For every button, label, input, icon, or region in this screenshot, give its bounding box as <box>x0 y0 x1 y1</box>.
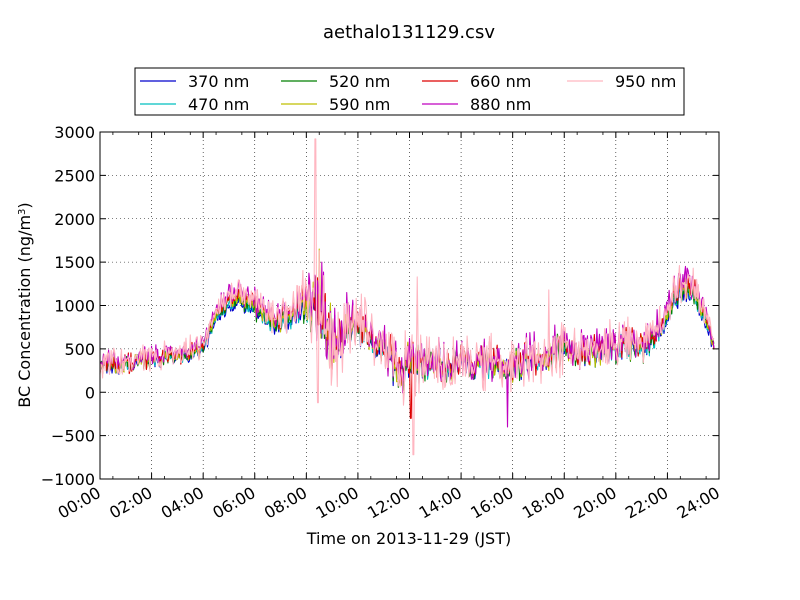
y-tick-label: 2500 <box>54 166 95 185</box>
y-tick-label: 500 <box>64 340 95 359</box>
legend: 370 nm 470 nm 520 nm 590 nm 660 nm 880 nm 950 … <box>134 67 685 116</box>
legend-label: 470 nm <box>188 95 249 114</box>
y-axis-label: BC Concentration (ng/m3) <box>15 202 34 407</box>
series-line-950-nm <box>99 138 715 456</box>
legend-label: 520 nm <box>329 72 390 91</box>
plot-area <box>99 131 720 480</box>
series-line-880-nm <box>99 261 715 428</box>
plot-background <box>100 132 719 479</box>
y-tick-label: 2000 <box>54 210 95 229</box>
y-tick-label: 0 <box>85 383 95 402</box>
legend-label: 590 nm <box>329 95 390 114</box>
y-axis-label-suffix: ) <box>15 202 34 208</box>
legend-items: 370 nm 470 nm 520 nm 590 nm 660 nm 880 nm 950 … <box>140 72 676 114</box>
legend-label: 880 nm <box>470 95 531 114</box>
y-tick-labels: −1000 −500 0 500 1000 1500 2000 2500 3000 <box>41 123 95 489</box>
y-axis-label-superscript: 3 <box>17 209 28 215</box>
legend-label: 370 nm <box>188 72 249 91</box>
y-tick-label: 1000 <box>54 297 95 316</box>
y-tick-label: 1500 <box>54 253 95 272</box>
legend-label: 950 nm <box>615 72 676 91</box>
y-axis-label-main: BC Concentration (ng/m <box>15 215 34 408</box>
y-tick-label: −500 <box>51 427 95 446</box>
legend-label: 660 nm <box>470 72 531 91</box>
x-axis-label: Time on 2013-11-29 (JST) <box>306 529 511 548</box>
legend-frame <box>134 67 685 116</box>
y-tick-label: −1000 <box>41 470 95 489</box>
y-tick-label: 3000 <box>54 123 95 142</box>
chart-title: aethalo131129.csv <box>323 22 495 43</box>
plot-frame <box>99 131 720 480</box>
series-lines <box>99 138 715 456</box>
